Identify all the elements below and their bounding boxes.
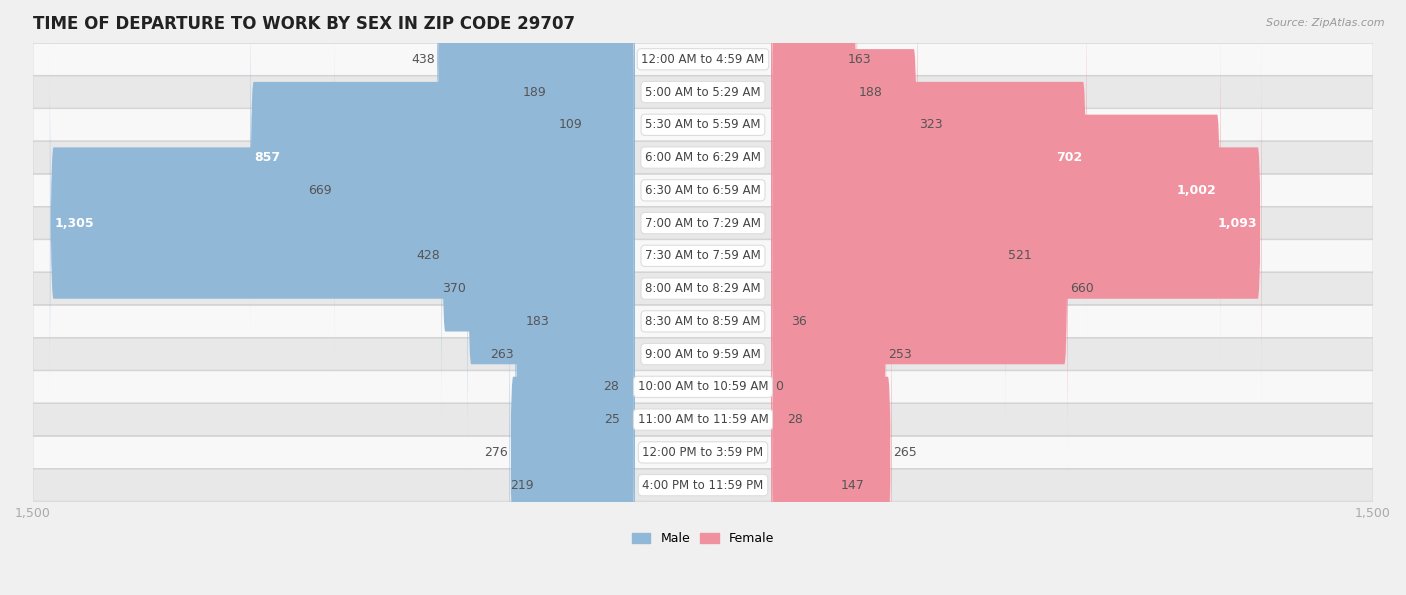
FancyBboxPatch shape — [49, 37, 634, 409]
FancyBboxPatch shape — [441, 70, 634, 442]
Text: 11:00 AM to 11:59 AM: 11:00 AM to 11:59 AM — [638, 413, 768, 426]
Text: 25: 25 — [605, 413, 620, 426]
Text: 12:00 PM to 3:59 PM: 12:00 PM to 3:59 PM — [643, 446, 763, 459]
FancyBboxPatch shape — [509, 266, 634, 595]
FancyBboxPatch shape — [772, 70, 1005, 442]
Text: 253: 253 — [889, 347, 911, 361]
FancyBboxPatch shape — [620, 201, 634, 573]
FancyBboxPatch shape — [772, 135, 789, 508]
FancyBboxPatch shape — [548, 0, 634, 278]
Text: 12:00 AM to 4:59 AM: 12:00 AM to 4:59 AM — [641, 53, 765, 66]
Text: 6:30 AM to 6:59 AM: 6:30 AM to 6:59 AM — [645, 184, 761, 197]
Text: 189: 189 — [523, 86, 547, 99]
FancyBboxPatch shape — [772, 168, 886, 540]
FancyBboxPatch shape — [621, 233, 634, 595]
FancyBboxPatch shape — [250, 0, 634, 344]
Text: TIME OF DEPARTURE TO WORK BY SEX IN ZIP CODE 29707: TIME OF DEPARTURE TO WORK BY SEX IN ZIP … — [32, 15, 575, 33]
Text: 1,305: 1,305 — [55, 217, 94, 230]
FancyBboxPatch shape — [32, 305, 1374, 337]
FancyBboxPatch shape — [32, 109, 1374, 141]
Text: 10:00 AM to 10:59 AM: 10:00 AM to 10:59 AM — [638, 380, 768, 393]
FancyBboxPatch shape — [32, 240, 1374, 272]
FancyBboxPatch shape — [32, 174, 1374, 206]
Text: 323: 323 — [920, 118, 943, 131]
FancyBboxPatch shape — [32, 76, 1374, 108]
FancyBboxPatch shape — [583, 0, 634, 311]
Text: 370: 370 — [441, 282, 465, 295]
Text: 6:00 AM to 6:29 AM: 6:00 AM to 6:29 AM — [645, 151, 761, 164]
Text: 9:00 AM to 9:59 AM: 9:00 AM to 9:59 AM — [645, 347, 761, 361]
Text: 8:00 AM to 8:29 AM: 8:00 AM to 8:29 AM — [645, 282, 761, 295]
Text: 1,093: 1,093 — [1218, 217, 1257, 230]
FancyBboxPatch shape — [335, 4, 634, 377]
Text: 219: 219 — [509, 478, 533, 491]
Text: 28: 28 — [603, 380, 619, 393]
FancyBboxPatch shape — [772, 0, 846, 246]
FancyBboxPatch shape — [772, 233, 786, 595]
FancyBboxPatch shape — [772, 4, 1220, 377]
FancyBboxPatch shape — [772, 37, 1261, 409]
FancyBboxPatch shape — [32, 142, 1374, 174]
FancyBboxPatch shape — [772, 0, 1087, 344]
Text: 109: 109 — [558, 118, 582, 131]
Text: 428: 428 — [416, 249, 440, 262]
Text: 5:30 AM to 5:59 AM: 5:30 AM to 5:59 AM — [645, 118, 761, 131]
Text: 5:00 AM to 5:29 AM: 5:00 AM to 5:29 AM — [645, 86, 761, 99]
Text: 276: 276 — [484, 446, 508, 459]
FancyBboxPatch shape — [32, 43, 1374, 76]
Text: Source: ZipAtlas.com: Source: ZipAtlas.com — [1267, 18, 1385, 28]
Text: 147: 147 — [841, 478, 865, 491]
FancyBboxPatch shape — [551, 135, 634, 508]
FancyBboxPatch shape — [32, 469, 1374, 501]
Text: 438: 438 — [412, 53, 436, 66]
FancyBboxPatch shape — [32, 207, 1374, 239]
Text: 28: 28 — [787, 413, 803, 426]
Text: 1,002: 1,002 — [1177, 184, 1216, 197]
Text: 4:00 PM to 11:59 PM: 4:00 PM to 11:59 PM — [643, 478, 763, 491]
Text: 0: 0 — [775, 380, 783, 393]
FancyBboxPatch shape — [32, 273, 1374, 305]
FancyBboxPatch shape — [536, 299, 634, 595]
FancyBboxPatch shape — [468, 102, 634, 475]
Text: 8:30 AM to 8:59 AM: 8:30 AM to 8:59 AM — [645, 315, 761, 328]
Text: 36: 36 — [792, 315, 807, 328]
Text: 163: 163 — [848, 53, 872, 66]
FancyBboxPatch shape — [32, 436, 1374, 468]
FancyBboxPatch shape — [437, 0, 634, 246]
FancyBboxPatch shape — [772, 0, 858, 278]
Text: 188: 188 — [859, 86, 883, 99]
FancyBboxPatch shape — [516, 168, 634, 540]
Text: 183: 183 — [526, 315, 550, 328]
Text: 857: 857 — [254, 151, 281, 164]
FancyBboxPatch shape — [32, 403, 1374, 436]
Text: 521: 521 — [1008, 249, 1032, 262]
Text: 265: 265 — [893, 446, 917, 459]
FancyBboxPatch shape — [32, 371, 1374, 403]
Text: 7:00 AM to 7:29 AM: 7:00 AM to 7:29 AM — [645, 217, 761, 230]
FancyBboxPatch shape — [772, 0, 918, 311]
FancyBboxPatch shape — [772, 299, 839, 595]
FancyBboxPatch shape — [772, 266, 891, 595]
Text: 7:30 AM to 7:59 AM: 7:30 AM to 7:59 AM — [645, 249, 761, 262]
Text: 702: 702 — [1056, 151, 1083, 164]
Text: 660: 660 — [1070, 282, 1094, 295]
Legend: Male, Female: Male, Female — [627, 527, 779, 550]
Text: 669: 669 — [308, 184, 332, 197]
FancyBboxPatch shape — [32, 338, 1374, 370]
FancyBboxPatch shape — [772, 102, 1069, 475]
Text: 263: 263 — [489, 347, 513, 361]
